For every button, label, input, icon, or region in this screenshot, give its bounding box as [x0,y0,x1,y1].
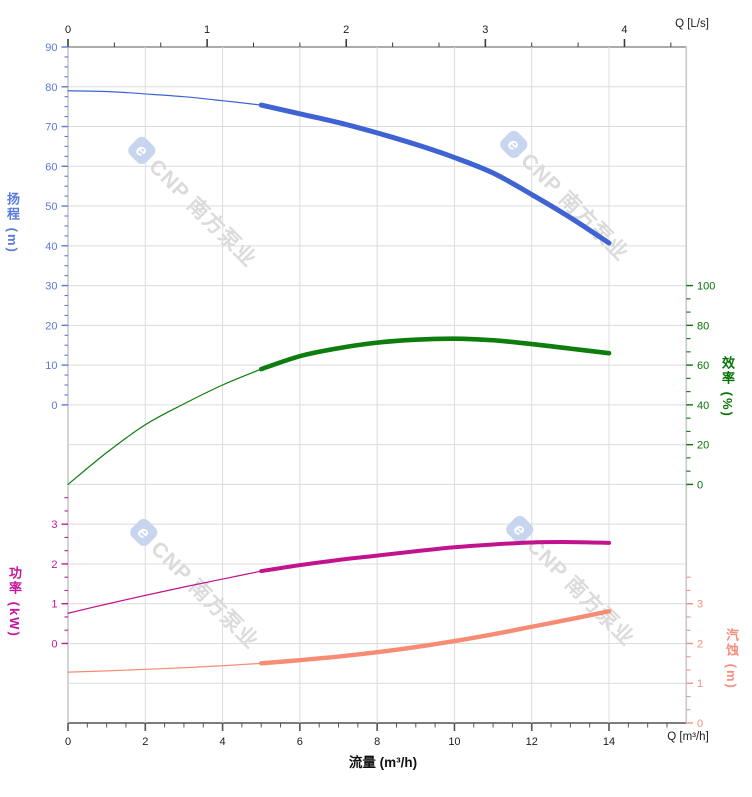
svg-text:1: 1 [697,678,703,690]
power-axis: 3 2 1 0 [51,497,68,650]
svg-text:2: 2 [142,736,148,748]
efficiency-axis: 100 80 60 40 20 0 [686,281,715,491]
npsh-curve [67,609,612,673]
svg-text:100: 100 [697,281,715,293]
svg-text:10: 10 [448,736,460,748]
svg-text:60: 60 [45,161,57,173]
svg-text:0: 0 [51,638,57,650]
power-axis-title: 功率 (kW) [7,566,22,638]
svg-text:CNP 南方泵业: CNP 南方泵业 [522,533,639,650]
power-curve-rated [259,540,612,574]
svg-text:80: 80 [697,320,709,332]
svg-text:60: 60 [697,360,709,372]
svg-text:20: 20 [45,320,57,332]
svg-text:3: 3 [51,519,57,531]
bottom-axis-unit-label: Q [m³/h] [667,731,709,743]
svg-text:1: 1 [51,599,57,611]
svg-text:40: 40 [697,400,709,412]
head-curve-thin [67,90,262,106]
efficiency-curve-rated [258,336,612,372]
npsh-curve-thin [67,662,262,673]
svg-text:CNP 南方泵业: CNP 南方泵业 [146,536,263,653]
svg-text:40: 40 [45,241,57,253]
svg-text:0: 0 [51,400,57,412]
svg-text:10: 10 [45,360,57,372]
head-curve [67,90,612,246]
head-curve-rated [258,102,612,246]
svg-text:2: 2 [343,24,349,36]
bottom-x-axis: 0 2 4 6 8 10 12 14 [65,723,668,748]
svg-text:14: 14 [603,736,615,748]
flow-axis-title: 流量 (m³/h) [348,755,418,770]
svg-text:30: 30 [45,281,57,293]
svg-text:0: 0 [697,718,703,730]
npsh-axis-title: 汽蚀 (m) [724,628,739,690]
npsh-axis: 3 2 1 0 [686,576,703,730]
top-axis-unit-label: Q [L/s] [675,18,709,30]
efficiency-curve [67,336,612,486]
head-axis-title: 扬程 (m) [5,192,20,254]
svg-text:6: 6 [297,736,303,748]
svg-text:80: 80 [45,82,57,94]
svg-text:4: 4 [220,736,226,748]
svg-text:12: 12 [526,736,538,748]
top-x-axis: 0 1 2 3 4 [65,24,672,47]
svg-text:3: 3 [697,599,703,611]
efficiency-axis-title: 效率 (%) [720,356,735,418]
svg-text:4: 4 [621,24,627,36]
svg-text:2: 2 [51,559,57,571]
head-axis: 90 80 70 60 50 40 30 20 10 0 [45,42,68,412]
svg-text:70: 70 [45,122,57,134]
svg-text:0: 0 [65,24,71,36]
svg-text:0: 0 [697,479,703,491]
svg-text:CNP 南方泵业: CNP 南方泵业 [144,154,261,271]
svg-text:3: 3 [482,24,488,36]
svg-text:20: 20 [697,440,709,452]
power-curve [67,540,612,614]
svg-text:0: 0 [65,736,71,748]
svg-text:90: 90 [45,42,57,54]
svg-text:2: 2 [697,638,703,650]
npsh-curve-rated [259,609,612,666]
svg-text:1: 1 [204,24,210,36]
svg-text:8: 8 [374,736,380,748]
efficiency-curve-thin [67,368,262,486]
power-curve-thin [67,570,262,614]
svg-text:50: 50 [45,201,57,213]
